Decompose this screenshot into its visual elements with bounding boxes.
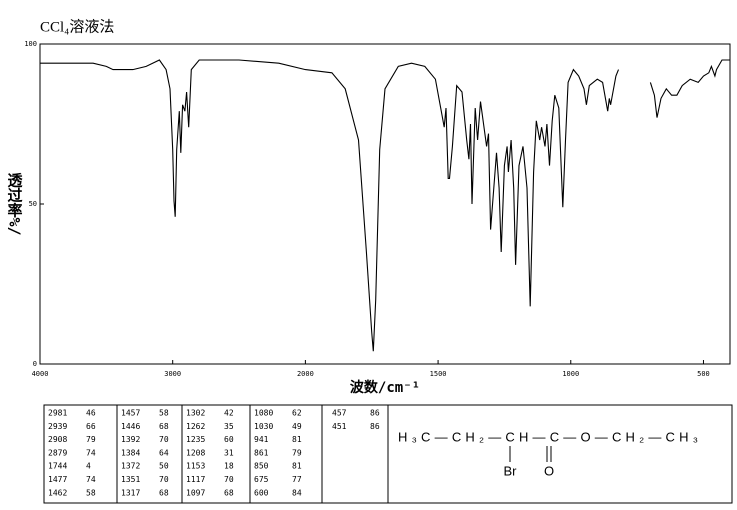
peak-wavenumber: 451 <box>332 422 347 431</box>
peak-transmittance: 50 <box>159 462 169 471</box>
peak-transmittance: 81 <box>292 462 302 471</box>
peak-wavenumber: 1235 <box>186 435 205 444</box>
peak-transmittance: 86 <box>370 409 380 418</box>
peak-transmittance: 31 <box>224 448 234 457</box>
peak-transmittance: 81 <box>292 435 302 444</box>
peak-transmittance: 46 <box>86 409 96 418</box>
peak-wavenumber: 1117 <box>186 475 205 484</box>
peak-transmittance: 60 <box>224 435 234 444</box>
y-tick-label: 100 <box>24 40 37 48</box>
peak-wavenumber: 457 <box>332 409 347 418</box>
peak-wavenumber: 1153 <box>186 462 205 471</box>
peak-transmittance: 79 <box>292 448 302 457</box>
peak-transmittance: 70 <box>159 475 169 484</box>
peak-transmittance: 68 <box>159 488 169 497</box>
structure-main: H₃C—CH₂—CH—C—O—CH₂—CH₃ <box>398 429 698 444</box>
peak-wavenumber: 2879 <box>48 448 67 457</box>
x-tick-label: 1500 <box>430 370 447 378</box>
y-tick-label: 0 <box>33 360 37 368</box>
y-tick-label: 50 <box>29 200 37 208</box>
peak-transmittance: 42 <box>224 409 234 418</box>
peak-wavenumber: 1477 <box>48 475 67 484</box>
peak-wavenumber: 1030 <box>254 422 273 431</box>
x-tick-label: 3000 <box>164 370 181 378</box>
peak-transmittance: 62 <box>292 409 302 418</box>
peak-transmittance: 18 <box>224 462 234 471</box>
spectrum-line <box>40 59 730 352</box>
peak-wavenumber: 1744 <box>48 462 67 471</box>
peak-wavenumber: 2939 <box>48 422 67 431</box>
peak-transmittance: 70 <box>224 475 234 484</box>
peak-transmittance: 68 <box>159 422 169 431</box>
peak-transmittance: 79 <box>86 435 96 444</box>
peak-wavenumber: 1446 <box>121 422 140 431</box>
peak-wavenumber: 2981 <box>48 409 67 418</box>
peak-wavenumber: 1097 <box>186 488 205 497</box>
peak-transmittance: 70 <box>159 435 169 444</box>
peak-transmittance: 74 <box>86 448 96 457</box>
x-tick-label: 1000 <box>562 370 579 378</box>
chart-title: CCl₄溶液法 <box>40 18 114 35</box>
peak-transmittance: 35 <box>224 422 234 431</box>
x-tick-label: 4000 <box>32 370 49 378</box>
peak-transmittance: 77 <box>292 475 302 484</box>
peak-wavenumber: 1384 <box>121 448 140 457</box>
peak-transmittance: 84 <box>292 488 302 497</box>
peak-wavenumber: 861 <box>254 448 269 457</box>
peak-wavenumber: 675 <box>254 475 269 484</box>
peak-wavenumber: 1457 <box>121 409 140 418</box>
peak-wavenumber: 1208 <box>186 448 205 457</box>
peak-transmittance: 86 <box>370 422 380 431</box>
peak-transmittance: 58 <box>86 488 96 497</box>
peak-wavenumber: 1317 <box>121 488 140 497</box>
peak-transmittance: 49 <box>292 422 302 431</box>
peak-wavenumber: 2908 <box>48 435 67 444</box>
peak-wavenumber: 1302 <box>186 409 205 418</box>
peak-transmittance: 74 <box>86 475 96 484</box>
peak-wavenumber: 1080 <box>254 409 273 418</box>
peak-wavenumber: 941 <box>254 435 269 444</box>
peak-transmittance: 58 <box>159 409 169 418</box>
peak-transmittance: 64 <box>159 448 169 457</box>
peak-transmittance: 66 <box>86 422 96 431</box>
structure-carbonyl: O <box>544 463 554 478</box>
peak-wavenumber: 1372 <box>121 462 140 471</box>
peak-wavenumber: 1262 <box>186 422 205 431</box>
y-axis-label: 透过率%/ <box>6 172 24 235</box>
peak-wavenumber: 600 <box>254 488 269 497</box>
peak-wavenumber: 1392 <box>121 435 140 444</box>
peak-wavenumber: 1462 <box>48 488 67 497</box>
structure-substituent: Br <box>504 463 518 478</box>
peak-transmittance: 68 <box>224 488 234 497</box>
x-tick-label: 500 <box>697 370 710 378</box>
x-tick-label: 2000 <box>297 370 314 378</box>
peak-wavenumber: 1351 <box>121 475 140 484</box>
peak-transmittance: 4 <box>86 462 91 471</box>
peak-wavenumber: 850 <box>254 462 269 471</box>
x-axis-label: 波数/cm⁻¹ <box>350 379 420 396</box>
